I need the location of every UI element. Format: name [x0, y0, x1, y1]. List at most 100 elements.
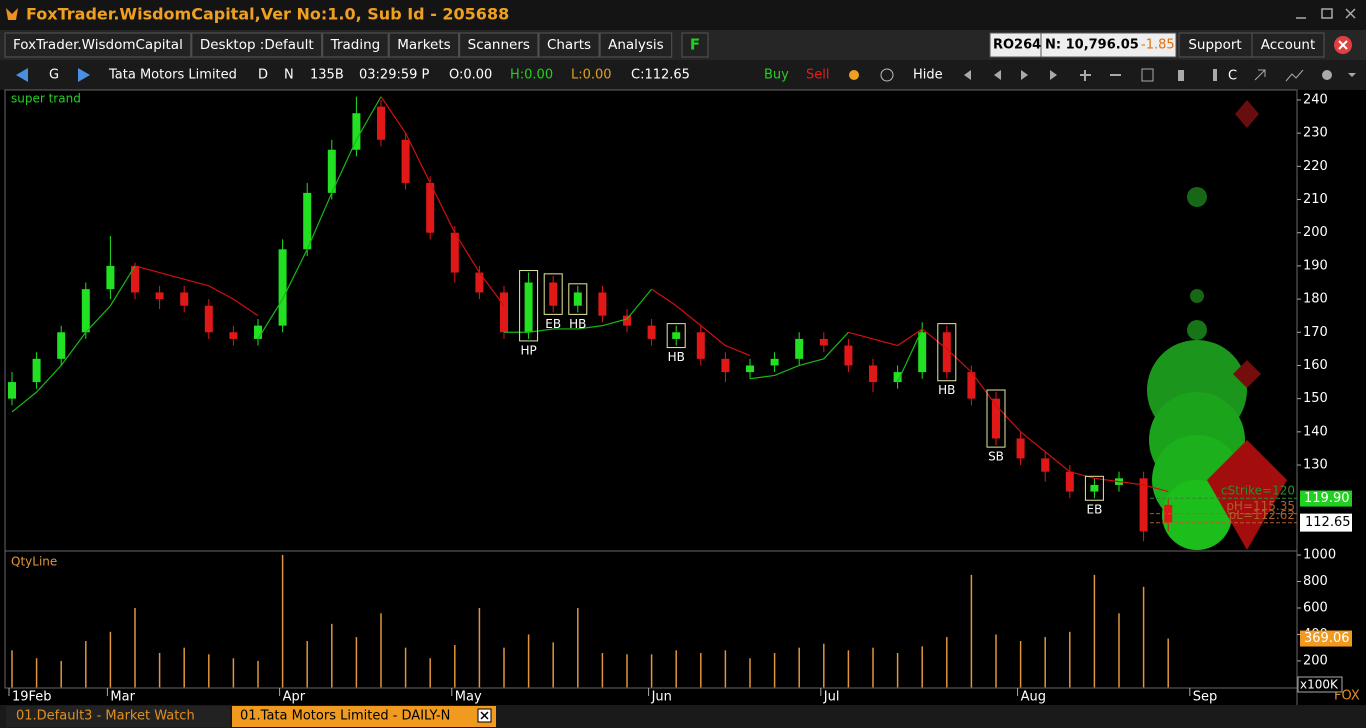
y-tick-label: 220 — [1303, 159, 1328, 174]
y-tick-label: 800 — [1303, 574, 1328, 589]
menu-label[interactable]: Desktop :Default — [200, 37, 314, 53]
candle-body — [573, 292, 582, 306]
support-button[interactable] — [1178, 32, 1253, 58]
y-tick-label: 200 — [1303, 653, 1328, 668]
candle-body — [254, 325, 262, 339]
candle-body — [1065, 471, 1074, 492]
menu-label[interactable]: Scanners — [468, 37, 530, 53]
candle-body — [918, 332, 927, 373]
alert-icon[interactable] — [849, 70, 859, 80]
open: O:0.00 — [449, 68, 492, 83]
account-label[interactable]: Account — [1261, 37, 1316, 53]
menu-button[interactable] — [459, 32, 539, 58]
pattern-label: EB — [545, 317, 561, 331]
close: C:112.65 — [631, 68, 690, 83]
menu-button[interactable] — [599, 32, 673, 58]
last-volume-label: 369.06 — [1304, 631, 1350, 646]
hide[interactable]: Hide — [913, 68, 943, 83]
tb-g[interactable]: G — [49, 68, 59, 83]
menu-button[interactable] — [4, 32, 192, 58]
x-tick-label: Jul — [823, 690, 840, 705]
window-controls[interactable] — [1296, 8, 1356, 19]
y-tick-label: 230 — [1303, 126, 1328, 141]
menu-label[interactable]: Charts — [547, 37, 591, 53]
x-tick-label: Apr — [283, 690, 306, 705]
mode[interactable]: N — [284, 68, 294, 83]
y-tick-label: 180 — [1303, 292, 1328, 307]
f-button[interactable] — [681, 32, 709, 58]
period[interactable]: D — [258, 68, 268, 83]
pattern-label: HB — [569, 317, 586, 331]
index-box — [989, 32, 1177, 58]
menu-label[interactable]: FoxTrader.WisdomCapital — [13, 37, 183, 53]
y-tick-label: 600 — [1303, 600, 1328, 615]
pattern-label: HP — [520, 343, 536, 357]
candle-body — [81, 289, 90, 333]
x-tick-label: 19Feb — [12, 690, 52, 705]
tab-label[interactable]: 01.Tata Motors Limited - DAILY-N — [240, 709, 450, 724]
tab[interactable] — [6, 706, 230, 727]
marker-tag — [1300, 490, 1352, 507]
candle-body — [869, 365, 877, 383]
candle-body — [450, 232, 459, 273]
bars: 135B — [310, 68, 344, 83]
menu: FoxTrader.WisdomCapital Desktop :Default T… — [4, 32, 673, 58]
candle-body — [500, 292, 508, 333]
candle-body — [647, 325, 656, 339]
tab-label[interactable]: 01.Default3 - Market Watch — [16, 709, 195, 724]
menu-button[interactable] — [191, 32, 323, 58]
candle-body — [746, 365, 754, 373]
logo — [6, 8, 18, 20]
candle-body — [598, 292, 607, 316]
high: H:0.00 — [510, 68, 553, 83]
prev-button[interactable] — [16, 68, 28, 82]
index-change: -1.85 — [1141, 38, 1175, 53]
pattern-label: EB — [1086, 503, 1102, 517]
sell[interactable]: Sell — [806, 68, 829, 83]
supertrend-line — [11, 96, 923, 413]
pattern-box — [937, 323, 957, 382]
next-button[interactable] — [78, 68, 90, 82]
tb-c[interactable]: C — [1228, 69, 1237, 84]
pattern-box — [519, 270, 539, 342]
menu-button[interactable] — [538, 32, 600, 58]
tab-active[interactable] — [232, 706, 496, 727]
candle-body — [401, 139, 410, 183]
candle-body — [819, 338, 828, 346]
y-tick-label: 150 — [1303, 391, 1328, 406]
candle-body — [475, 272, 484, 293]
candle-body — [1090, 484, 1099, 492]
toolbar-icons[interactable] — [962, 68, 1356, 82]
candle-body — [672, 332, 681, 339]
globe-icon[interactable] — [880, 68, 894, 82]
menu-button[interactable] — [322, 32, 389, 58]
title-bar — [0, 0, 1366, 30]
menu-button[interactable] — [388, 32, 460, 58]
buy[interactable]: Buy — [764, 68, 789, 83]
candle-body — [696, 332, 705, 359]
pattern-box — [986, 389, 1006, 448]
pattern-label: SB — [988, 450, 1004, 464]
y-tick-label: 1000 — [1303, 548, 1336, 563]
f-label[interactable]: F — [690, 36, 700, 54]
candle-body — [524, 282, 533, 333]
last-price-tag — [1300, 513, 1352, 532]
menu-label[interactable]: Trading — [330, 37, 381, 53]
menu-label[interactable]: Analysis — [608, 37, 664, 53]
y-tick-label: 160 — [1303, 358, 1328, 373]
account-button[interactable] — [1251, 32, 1325, 58]
menu-label[interactable]: Markets — [397, 37, 450, 53]
candle-body — [721, 358, 730, 373]
candle-body — [106, 265, 115, 290]
candle-body — [844, 345, 853, 366]
candle-body — [549, 282, 558, 306]
unit-label: x100K — [1300, 678, 1339, 692]
pattern-label: HB — [938, 383, 955, 397]
x-tick-label: Sep — [1193, 690, 1218, 705]
unit-box — [1297, 676, 1343, 693]
candle-body — [327, 149, 336, 193]
candle-body — [352, 113, 361, 150]
support-label[interactable]: Support — [1188, 37, 1241, 53]
